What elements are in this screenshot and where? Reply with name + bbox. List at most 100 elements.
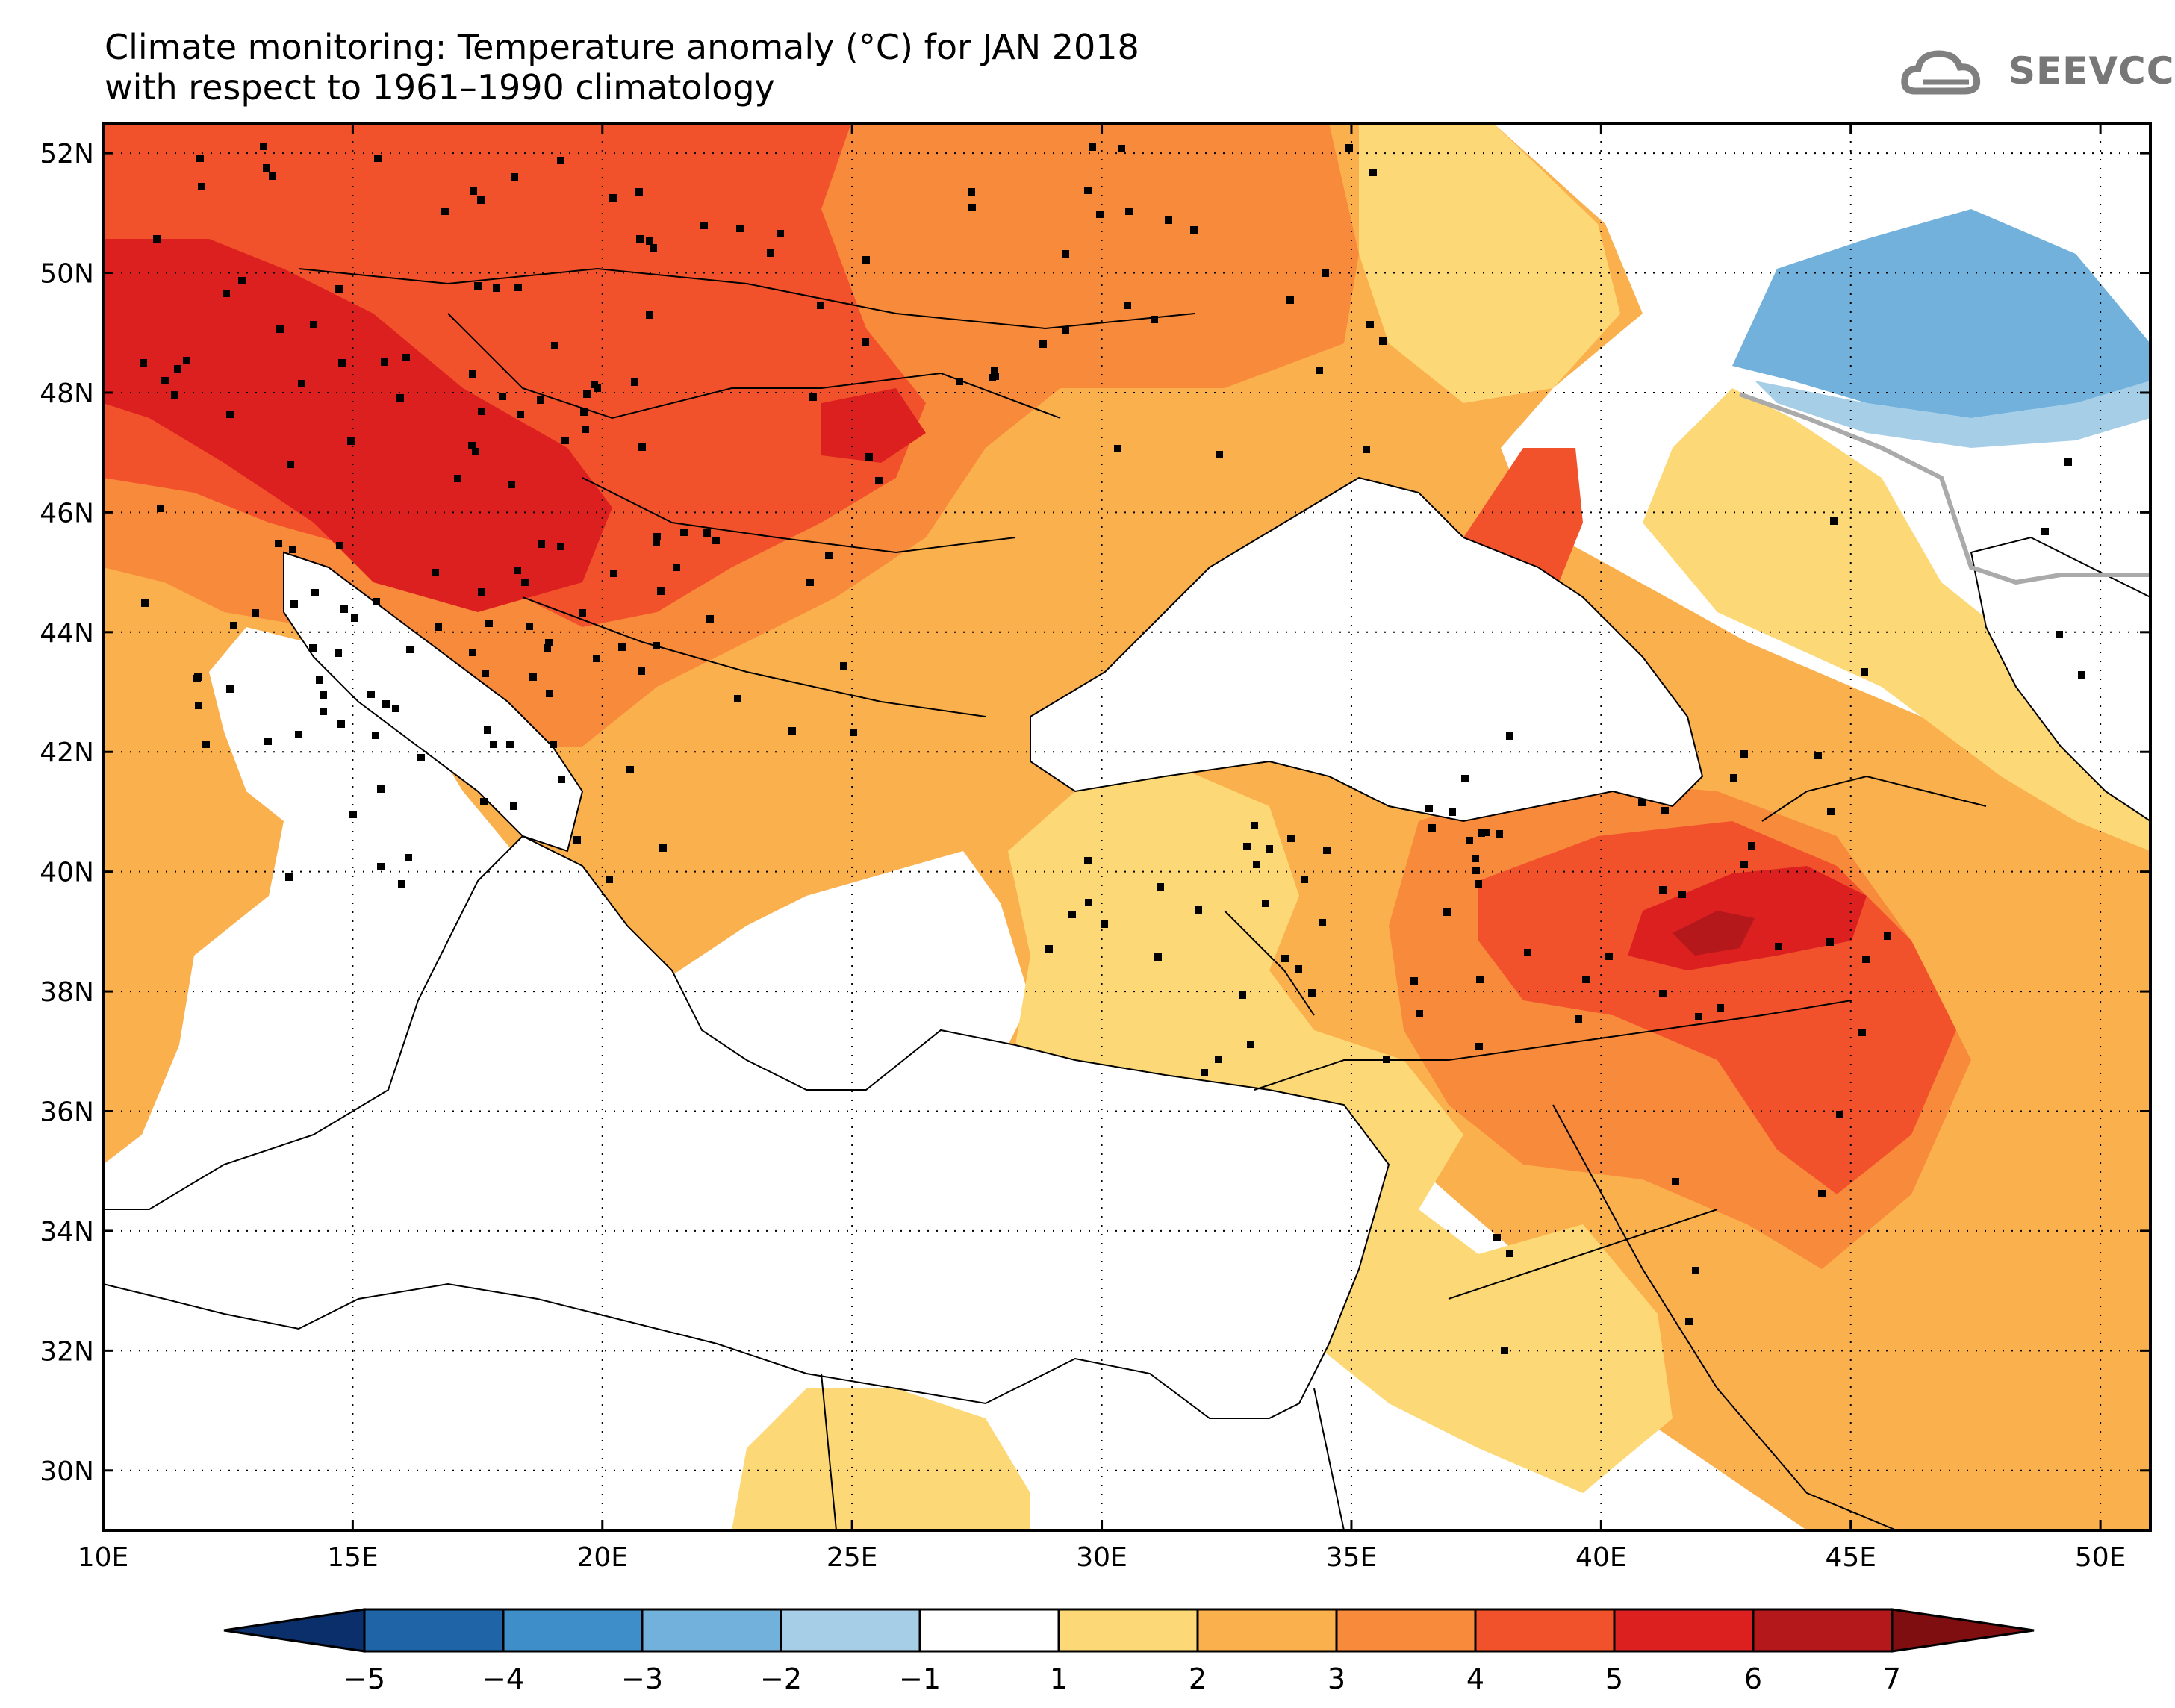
lat-tick-label: 32N (40, 1336, 94, 1367)
station-marker (417, 754, 425, 761)
lat-tick-label: 50N (40, 259, 94, 290)
station-marker (226, 411, 234, 418)
station-marker (1425, 805, 1433, 812)
station-marker (638, 667, 645, 675)
station-marker (991, 367, 998, 375)
station-marker (264, 738, 272, 745)
station-marker (347, 437, 355, 445)
station-marker (485, 620, 493, 627)
station-marker (402, 354, 410, 361)
colorbar-label: −5 (343, 1662, 385, 1695)
station-marker (1085, 899, 1092, 906)
station-marker (1638, 799, 1646, 806)
colorbar-bin (1335, 1608, 1477, 1653)
station-marker (2041, 528, 2049, 535)
station-marker (1472, 867, 1480, 874)
black-sea (1030, 476, 1704, 823)
anomaly-5to6-region (103, 239, 612, 612)
colorbar-label: −3 (621, 1662, 663, 1695)
station-marker (1151, 316, 1158, 323)
station-marker (161, 377, 169, 384)
station-marker (1295, 965, 1302, 973)
station-marker (712, 537, 720, 544)
station-marker (320, 691, 327, 699)
station-marker (646, 237, 653, 245)
station-marker (593, 655, 600, 662)
adriatic-sea (283, 551, 584, 853)
colorbar-label: −1 (899, 1662, 941, 1695)
station-marker (1089, 143, 1096, 151)
station-marker (171, 391, 178, 399)
map-frame (102, 122, 2152, 1532)
station-marker (1582, 976, 1590, 983)
station-marker (636, 235, 644, 243)
lon-tick-label: 45E (1825, 1542, 1876, 1573)
station-marker (193, 675, 201, 682)
station-marker (610, 570, 617, 577)
gridlines (103, 123, 2150, 1530)
station-marker (474, 282, 482, 290)
station-marker (580, 408, 588, 416)
station-marker (478, 408, 485, 415)
station-marker (174, 365, 181, 373)
station-marker (1101, 920, 1108, 928)
station-marker (653, 642, 660, 649)
station-marker (310, 321, 317, 328)
station-marker (1062, 327, 1069, 334)
station-marker (351, 614, 358, 622)
station-marker (432, 569, 439, 576)
lon-tick-label: 10E (78, 1542, 129, 1573)
station-marker (1201, 1069, 1208, 1076)
station-marker (1322, 269, 1329, 277)
station-marker (862, 256, 870, 264)
station-marker (269, 172, 276, 180)
station-marker (1659, 886, 1667, 894)
station-marker (1165, 216, 1172, 224)
station-marker (1659, 990, 1667, 997)
station-marker (289, 546, 296, 553)
station-marker (141, 599, 149, 607)
station-marker (583, 390, 591, 398)
station-marker (1243, 843, 1251, 850)
colorbar-label: 3 (1328, 1662, 1345, 1695)
station-marker (157, 505, 164, 512)
station-marker (263, 164, 270, 172)
station-marker (340, 605, 348, 613)
lon-tick-label: 20E (576, 1542, 628, 1573)
station-marker (767, 249, 774, 257)
station-marker (1154, 953, 1162, 961)
station-marker (1157, 883, 1164, 891)
station-marker (373, 598, 380, 605)
station-marker (635, 188, 643, 196)
station-marker (290, 600, 298, 608)
station-marker (183, 357, 190, 364)
station-marker (140, 359, 147, 367)
station-marker (618, 643, 626, 651)
station-marker (558, 776, 565, 783)
station-marker (435, 623, 442, 631)
colorbar-bin (641, 1608, 782, 1653)
station-marker (545, 639, 553, 646)
station-marker (1253, 861, 1260, 868)
station-marker (1482, 829, 1490, 836)
anomaly-1to2-region-south (732, 1388, 1030, 1530)
station-marker (1472, 855, 1479, 862)
station-marker (777, 230, 784, 237)
station-marker (1678, 891, 1686, 898)
station-marker (1506, 732, 1513, 740)
station-marker (405, 854, 412, 861)
station-marker (591, 381, 598, 388)
station-marker (1461, 775, 1469, 782)
station-marker (311, 589, 319, 596)
station-marker (1605, 953, 1613, 960)
station-marker (561, 437, 569, 444)
station-marker (398, 880, 405, 888)
station-marker (1239, 991, 1246, 999)
station-marker (1323, 847, 1331, 854)
station-marker (817, 302, 824, 309)
station-marker (968, 188, 975, 196)
station-marker (1319, 919, 1326, 926)
station-marker (309, 644, 317, 652)
station-marker (511, 173, 518, 181)
